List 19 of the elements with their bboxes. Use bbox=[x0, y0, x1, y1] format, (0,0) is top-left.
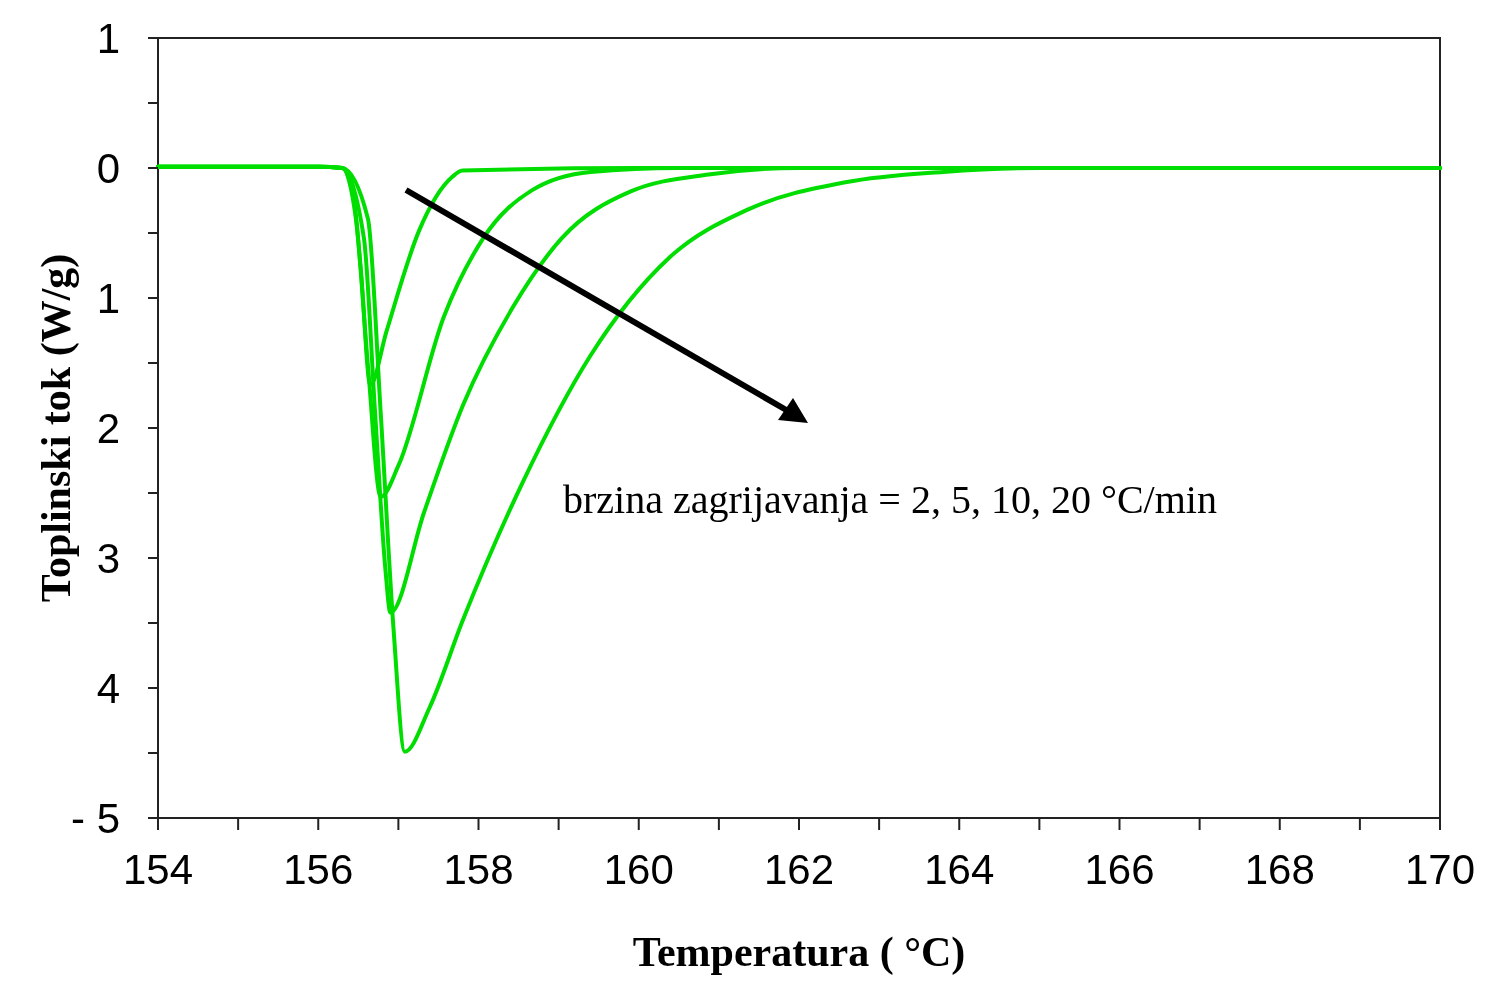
x-tick-label: 160 bbox=[603, 846, 674, 893]
y-tick-label: 3 bbox=[96, 534, 120, 582]
x-axis-title: Temperatura ( °C) bbox=[632, 929, 966, 976]
x-tick-label: 154 bbox=[122, 846, 194, 893]
x-tick-label: 156 bbox=[283, 846, 354, 893]
x-tick-label: 166 bbox=[1084, 846, 1155, 893]
x-tick-label: 162 bbox=[763, 846, 835, 893]
y-axis-title: Toplinski tok (W/g) bbox=[33, 253, 80, 603]
x-tick-label: 158 bbox=[443, 846, 514, 893]
x-tick-label: 168 bbox=[1244, 846, 1315, 893]
x-tick-label: 170 bbox=[1404, 846, 1476, 893]
y-tick-label: 2 bbox=[96, 404, 120, 452]
annotation: brzina zagrijavanja = 2, 5, 10, 20 °C/min bbox=[563, 477, 1217, 522]
y-tick-label: 1 bbox=[96, 274, 120, 322]
y-tick-label: 0 bbox=[96, 144, 120, 192]
y-tick-label: - 5 bbox=[70, 794, 120, 842]
y-tick-label: 1 bbox=[96, 14, 120, 62]
y-tick-label: 4 bbox=[96, 664, 120, 712]
x-tick-label: 164 bbox=[924, 846, 995, 893]
